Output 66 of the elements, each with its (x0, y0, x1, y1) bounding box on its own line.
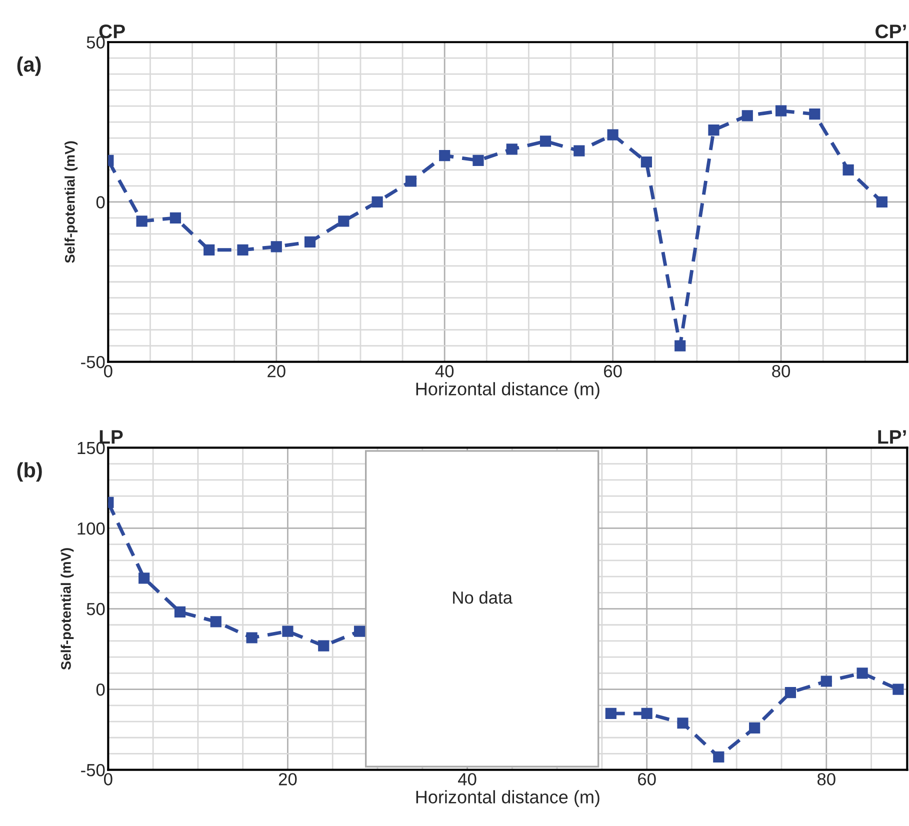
point (775, 105, 787, 116)
x-axis-title: Horizontal distance (m) (416, 790, 600, 808)
x-tick-label: 40 (458, 773, 476, 786)
text: CP (99, 24, 125, 38)
point (605, 708, 616, 720)
point (842, 164, 854, 176)
y-tick-label: 50 (86, 36, 105, 49)
point (713, 751, 724, 762)
y-tick-label: 50 (86, 602, 105, 616)
point (405, 176, 417, 187)
point (246, 632, 258, 644)
point (876, 196, 888, 208)
x-tick-label: 80 (772, 365, 790, 378)
point (892, 684, 904, 695)
text: CP’ (876, 24, 906, 38)
x-tick-label: 60 (638, 773, 656, 786)
text: (a) (17, 56, 41, 76)
point (742, 110, 753, 122)
point (574, 145, 585, 156)
point (204, 244, 215, 256)
x-tick-label: 40 (435, 365, 454, 378)
y-tick-label: -50 (81, 764, 105, 776)
band-label: No data (453, 591, 512, 604)
point (506, 144, 518, 155)
point (607, 129, 618, 140)
y-tick-label: 150 (78, 442, 105, 454)
point (674, 340, 686, 352)
point (820, 676, 832, 687)
point (372, 196, 383, 208)
point (170, 212, 182, 224)
point (677, 718, 688, 729)
point (640, 156, 652, 168)
point (540, 136, 552, 147)
y-axis-title: Self-potential (mV) (64, 141, 78, 263)
point (318, 640, 330, 652)
point (304, 236, 316, 248)
x-tick-label: 20 (268, 365, 286, 378)
point (138, 572, 150, 584)
point (641, 708, 652, 720)
point (472, 154, 484, 166)
point (237, 244, 248, 256)
point (708, 124, 720, 136)
point (354, 626, 366, 637)
x-tick-label: 20 (278, 773, 297, 786)
y-tick-label: 0 (96, 196, 105, 208)
point (784, 686, 796, 698)
x-axis-title: Horizontal distance (m) (416, 382, 600, 399)
point (749, 722, 760, 734)
x-tick-label: 80 (817, 773, 836, 786)
y-tick-label: -50 (81, 356, 105, 368)
point (270, 241, 282, 252)
point (809, 108, 820, 120)
point (282, 626, 294, 637)
point (338, 216, 350, 227)
y-tick-label: 0 (96, 683, 105, 696)
text: LP (100, 430, 123, 444)
point (439, 150, 450, 162)
text: LP’ (878, 430, 906, 444)
point (856, 668, 868, 679)
point (174, 606, 186, 618)
x-tick-label: 60 (604, 365, 622, 378)
y-axis-title: Self-potential (mV) (60, 548, 74, 670)
y-tick-label: 100 (78, 522, 105, 535)
point (210, 616, 222, 628)
point (136, 216, 148, 227)
text: (b) (17, 462, 42, 482)
